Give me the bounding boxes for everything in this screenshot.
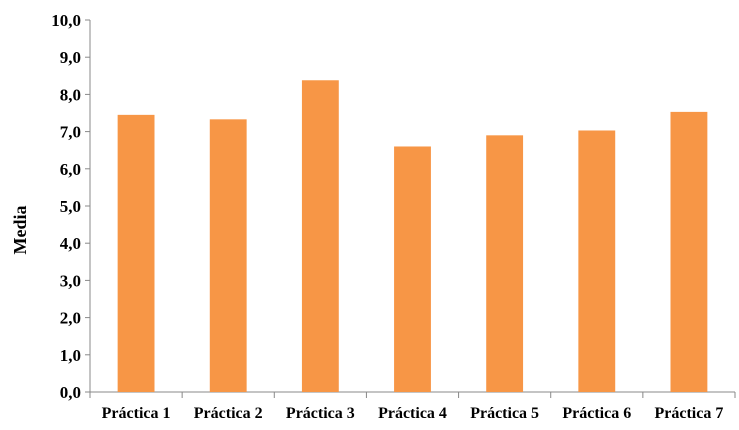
y-tick-label: 6,0 (60, 160, 81, 179)
x-tick-label: Práctica 7 (654, 405, 723, 422)
x-tick-label: Práctica 6 (562, 405, 631, 422)
x-tick-label: Práctica 1 (102, 405, 171, 422)
y-tick-label: 5,0 (60, 197, 81, 216)
bars (117, 80, 708, 393)
x-tick-label: Práctica 5 (470, 405, 539, 422)
x-tick-label: Práctica 4 (378, 405, 447, 422)
y-tick-label: 9,0 (60, 48, 81, 67)
y-axis-ticks: 0,0 1,0 2,0 3,0 4,0 5,0 6,0 7,0 8,0 9,0 10,0 (51, 11, 91, 402)
y-tick-label: 7,0 (60, 123, 81, 142)
y-tick-label: 0,0 (60, 383, 81, 402)
y-tick-label: 2,0 (60, 309, 81, 328)
bar (209, 119, 247, 392)
y-tick-label: 1,0 (60, 346, 81, 365)
y-tick-label: 10,0 (51, 11, 81, 30)
y-tick-label: 3,0 (60, 271, 81, 290)
y-tick-label: 8,0 (60, 85, 81, 104)
y-axis-title: Media (10, 206, 30, 255)
bar (117, 114, 155, 393)
bar (394, 146, 431, 392)
bar (301, 80, 339, 392)
bar (578, 130, 616, 392)
bar (486, 135, 524, 392)
x-tick-label: Práctica 3 (286, 405, 355, 422)
bar (670, 111, 708, 392)
x-axis-labels: Práctica 1 Práctica 2 Práctica 3 Práctica 4… (102, 405, 724, 422)
y-tick-label: 4,0 (60, 234, 81, 253)
x-axis (89, 391, 736, 398)
x-tick-label: Práctica 2 (194, 405, 263, 422)
